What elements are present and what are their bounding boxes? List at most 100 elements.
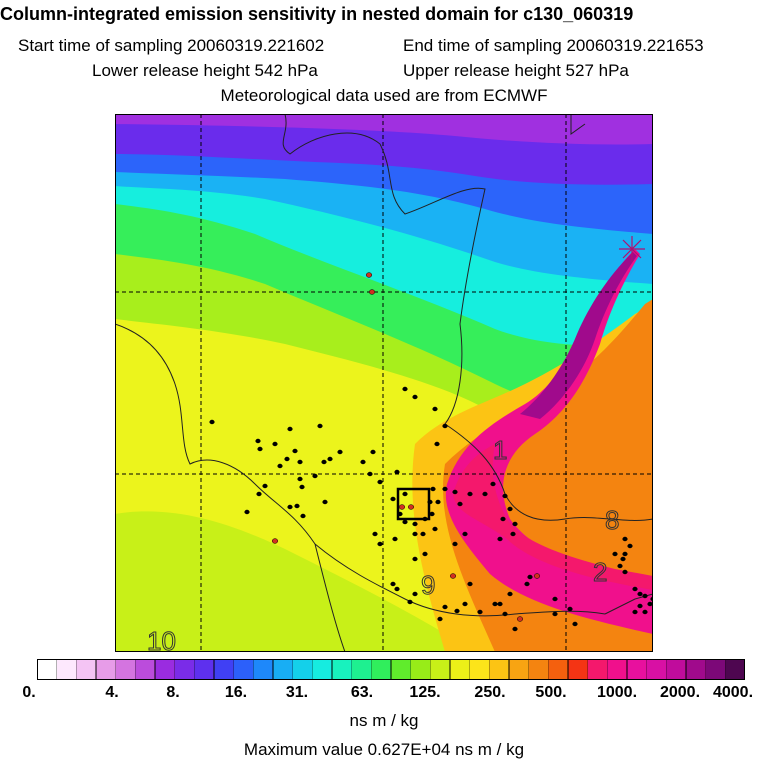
station-dot	[209, 419, 215, 425]
colorbar-cell	[489, 659, 510, 680]
station-dot	[552, 611, 558, 617]
station-dot	[297, 459, 303, 465]
colorbar-cell	[312, 659, 333, 680]
colorbar-cell	[705, 659, 726, 680]
colorbar-cell	[272, 659, 294, 680]
colorbar-cell	[390, 659, 412, 680]
station-dot	[637, 603, 643, 609]
station-dot-red	[533, 573, 541, 579]
colorbar-tick: 31.	[285, 684, 309, 701]
station-dot	[435, 499, 441, 505]
colorbar-tick: 125.	[409, 684, 441, 701]
station-dot	[370, 449, 376, 455]
station-dot	[337, 449, 343, 455]
station-dot	[507, 506, 513, 512]
station-dot	[322, 499, 328, 505]
release-point-star-icon	[619, 236, 645, 262]
map-frame	[115, 114, 653, 652]
station-dot	[422, 551, 428, 557]
station-dot	[430, 486, 436, 492]
plume-core	[520, 252, 637, 419]
colorbar-cell	[154, 659, 176, 680]
station-dot	[432, 526, 438, 532]
station-dot	[612, 551, 618, 557]
station-dot	[492, 601, 498, 607]
station-dot-red	[365, 272, 373, 278]
met-data-label: Meteorological data used are from ECMWF	[220, 86, 548, 105]
station-dot	[457, 501, 463, 507]
station-dot	[402, 491, 408, 497]
station-dot	[284, 456, 290, 462]
colorbar-cell	[194, 659, 215, 680]
colorbar-cell	[253, 659, 274, 680]
station-dot	[412, 591, 418, 597]
colorbar-tick: 16.	[224, 684, 248, 701]
colorbar-cell	[95, 659, 117, 680]
contour-label: 9	[421, 570, 435, 600]
grid-lines	[115, 114, 653, 652]
station-dot	[467, 581, 473, 587]
contour-label: 10	[147, 626, 176, 652]
station-dot-red	[516, 616, 524, 622]
colorbar-cell	[76, 659, 97, 680]
station-dot	[434, 441, 440, 447]
colorbar-tick: 2000.	[659, 684, 701, 701]
colorbar-cell	[351, 659, 372, 680]
colorbar-cell	[233, 659, 254, 680]
colorbar-cell	[56, 659, 77, 680]
emission-sensitivity-map: 1 8 2 9 10	[115, 114, 653, 652]
station-dot	[452, 541, 458, 547]
upper-release-height-label: Upper release height 527 hPa	[403, 61, 629, 80]
station-dot	[620, 556, 626, 562]
start-time-label: Start time of sampling 20060319.221602	[18, 36, 325, 55]
plume-magenta	[445, 249, 653, 634]
lower-release-height-label: Lower release height 542 hPa	[92, 61, 318, 80]
station-dot	[372, 531, 378, 537]
contour-label: 2	[593, 557, 607, 587]
colorbar-tick: 4000.	[712, 684, 754, 701]
colorbar-cell	[725, 659, 745, 680]
station-dot	[394, 469, 400, 475]
colorbar-cell	[410, 659, 431, 680]
station-dot	[367, 471, 373, 477]
station-dot	[287, 504, 293, 510]
station-dot	[507, 591, 513, 597]
end-time-label: End time of sampling 20060319.221653	[403, 36, 704, 55]
station-dot	[297, 476, 303, 482]
station-dot-red	[407, 504, 415, 510]
station-dot	[244, 509, 250, 515]
field-band-violet	[115, 114, 653, 145]
station-dot	[412, 556, 418, 562]
station-dot	[377, 541, 383, 547]
colorbar-cell	[213, 659, 235, 680]
station-dot	[402, 519, 408, 525]
station-dot	[527, 574, 533, 580]
station-dot	[412, 531, 418, 537]
colorbar-tick: 500.	[535, 684, 567, 701]
colorbar-cell	[646, 659, 667, 680]
colorbar-tick: 250.	[474, 684, 506, 701]
station-dot	[462, 531, 468, 537]
station-dot	[512, 626, 518, 632]
colorbar-cell	[331, 659, 353, 680]
station-dot	[397, 511, 403, 517]
station-dot	[627, 543, 633, 549]
station-dot	[490, 481, 496, 487]
station-dot	[321, 459, 327, 465]
station-dot-red	[271, 538, 279, 544]
station-dot	[256, 491, 262, 497]
station-dot	[427, 499, 433, 505]
maximum-value-label: Maximum value 0.627E+04 ns m / kg	[243, 740, 525, 759]
station-dot	[412, 394, 418, 400]
colorbar-cell	[37, 659, 58, 680]
colorbar-cell	[528, 659, 549, 680]
colorbar-cell	[567, 659, 589, 680]
colorbar-cell	[607, 659, 628, 680]
station-dot	[567, 606, 573, 612]
contour-label: 8	[605, 505, 619, 535]
station-dot	[442, 423, 448, 429]
station-dot	[402, 386, 408, 392]
station-dot	[637, 591, 643, 597]
station-dot-red	[368, 289, 376, 295]
station-dot	[317, 423, 323, 429]
